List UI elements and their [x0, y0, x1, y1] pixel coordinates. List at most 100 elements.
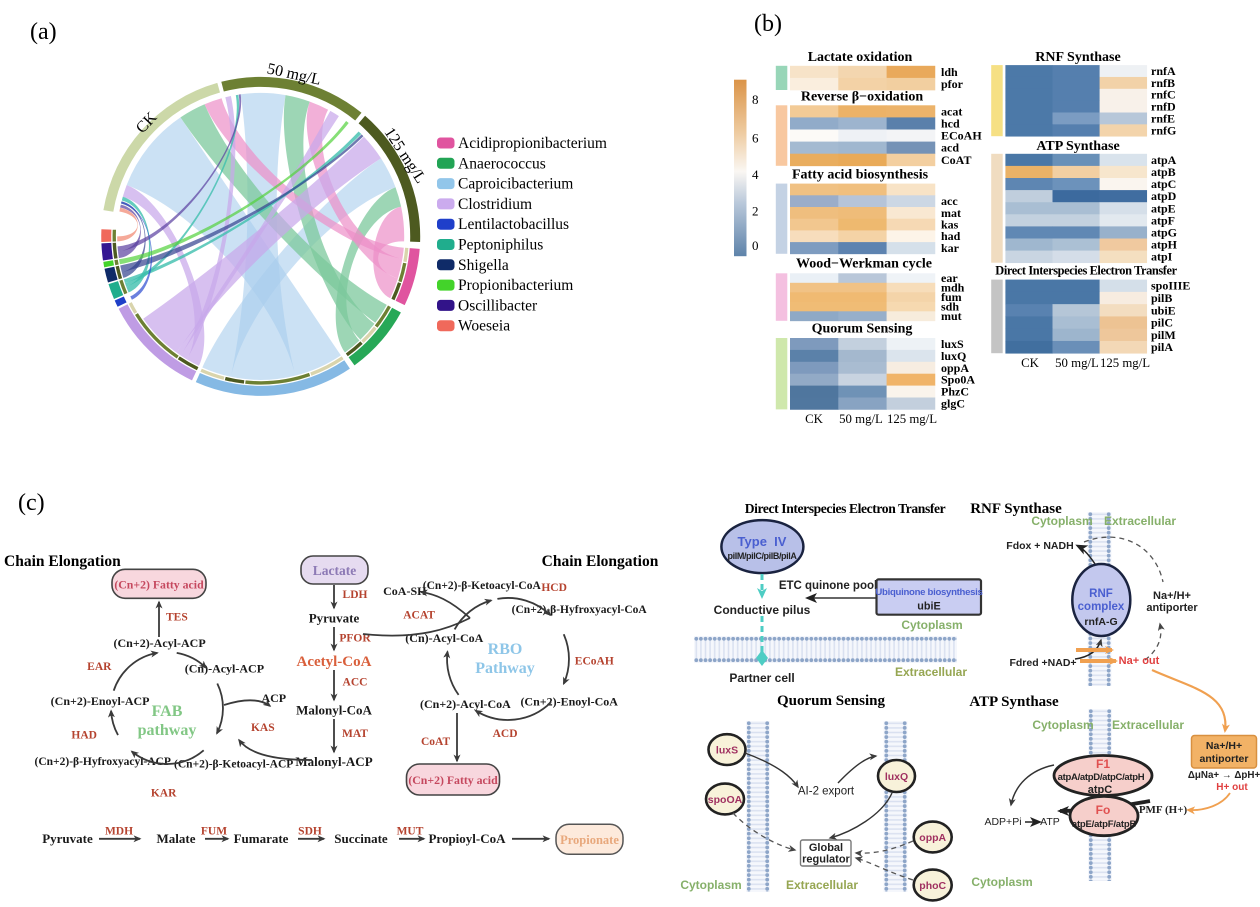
svg-text:CK: CK	[133, 109, 161, 137]
svg-text:Wood−Werkman cycle: Wood−Werkman cycle	[796, 256, 932, 271]
svg-text:EAR: EAR	[87, 661, 112, 673]
svg-text:Quorum Sensing: Quorum Sensing	[812, 322, 913, 337]
svg-text:Direct Interspecies Electron T: Direct Interspecies Electron Transfer	[745, 501, 946, 516]
svg-text:pilM: pilM	[1151, 328, 1176, 342]
svg-text:(Cn+2)-β-Ketoacyl-CoA: (Cn+2)-β-Ketoacyl-CoA	[423, 580, 542, 592]
svg-text:(Cn+2)-Acyl-ACP: (Cn+2)-Acyl-ACP	[114, 636, 206, 650]
svg-text:pfor: pfor	[941, 77, 964, 91]
svg-text:Peptoniphilus: Peptoniphilus	[458, 237, 543, 254]
svg-text:mut: mut	[941, 309, 962, 323]
svg-text:KAS: KAS	[251, 722, 275, 734]
svg-text:Global: Global	[809, 842, 843, 854]
svg-text:2: 2	[752, 204, 759, 219]
svg-text:Na+ out: Na+ out	[1119, 655, 1160, 667]
svg-text:phoC: phoC	[919, 880, 946, 892]
svg-text:Conductive pilus: Conductive pilus	[714, 603, 811, 617]
svg-text:8: 8	[752, 92, 759, 107]
svg-text:Pyruvate: Pyruvate	[42, 831, 93, 846]
svg-text:ear: ear	[941, 271, 958, 285]
svg-text:ΔμNa+ → ΔpH+: ΔμNa+ → ΔpH+	[1188, 770, 1260, 781]
svg-text:(Cn+2) Fatty acid: (Cn+2) Fatty acid	[114, 578, 204, 592]
svg-text:ACAT: ACAT	[403, 610, 435, 622]
svg-text:rnfC: rnfC	[1151, 88, 1176, 102]
svg-text:luxQ: luxQ	[941, 349, 966, 363]
svg-text:RNF Synthase: RNF Synthase	[1035, 50, 1120, 65]
svg-text:glgC: glgC	[941, 396, 965, 410]
svg-text:atpC: atpC	[1088, 784, 1113, 796]
svg-text:125 mg/L: 125 mg/L	[1100, 356, 1150, 370]
svg-text:kar: kar	[941, 241, 960, 255]
svg-text:mat: mat	[941, 206, 961, 220]
svg-text:Pathway: Pathway	[475, 660, 535, 677]
svg-text:pilC: pilC	[1151, 316, 1173, 330]
svg-text:(b): (b)	[754, 11, 782, 37]
svg-text:acat: acat	[941, 104, 962, 118]
svg-text:pilB: pilB	[1151, 291, 1172, 305]
svg-text:PhzC: PhzC	[941, 385, 969, 399]
svg-text:luxS: luxS	[716, 745, 738, 757]
svg-text:(Cn+2)-β-Hyfroxyacyl-ACP: (Cn+2)-β-Hyfroxyacyl-ACP	[35, 756, 171, 768]
svg-text:rnfD: rnfD	[1151, 100, 1176, 114]
svg-text:atpD: atpD	[1151, 189, 1177, 203]
svg-text:ACC: ACC	[343, 677, 368, 689]
svg-text:luxQ: luxQ	[885, 771, 908, 783]
svg-text:CK: CK	[805, 412, 824, 426]
svg-text:50 mg/L: 50 mg/L	[839, 412, 883, 426]
svg-text:ATP Synthase: ATP Synthase	[1036, 139, 1119, 154]
svg-text:Clostridium: Clostridium	[458, 196, 532, 213]
svg-text:atpB: atpB	[1151, 165, 1176, 179]
svg-text:Ubiquinone biosynthesis: Ubiquinone biosynthesis	[875, 587, 982, 598]
svg-text:ubiE: ubiE	[917, 601, 940, 613]
svg-text:(c): (c)	[18, 490, 45, 516]
svg-text:Malate: Malate	[157, 831, 196, 846]
svg-text:4: 4	[752, 167, 759, 182]
svg-text:MAT: MAT	[342, 728, 368, 740]
svg-text:rnfA: rnfA	[1151, 64, 1176, 78]
svg-text:Propionate: Propionate	[560, 833, 619, 847]
svg-text:atpH: atpH	[1151, 238, 1178, 252]
svg-text:ubiE: ubiE	[1151, 303, 1176, 317]
svg-text:pilA: pilA	[1151, 340, 1173, 354]
svg-text:Extracellular: Extracellular	[786, 878, 858, 892]
svg-text:Quorum Sensing: Quorum Sensing	[777, 693, 885, 709]
svg-text:mdh: mdh	[941, 281, 965, 295]
svg-text:kas: kas	[941, 218, 959, 232]
svg-text:Propionibacterium: Propionibacterium	[458, 277, 573, 294]
svg-text:acc: acc	[941, 194, 958, 208]
svg-text:Chain Elongation: Chain Elongation	[542, 553, 659, 570]
svg-text:AI-2 export: AI-2 export	[798, 786, 855, 798]
svg-text:Cytoplasm: Cytoplasm	[1031, 514, 1092, 528]
svg-text:antiporter: antiporter	[1199, 753, 1248, 765]
svg-text:Extracellular: Extracellular	[895, 665, 967, 679]
svg-text:FAB: FAB	[152, 703, 183, 720]
svg-text:PFOR: PFOR	[339, 633, 371, 645]
svg-text:(Cn+2)-β-Ketoacyl-ACP: (Cn+2)-β-Ketoacyl-ACP	[174, 759, 293, 771]
svg-text:RNF: RNF	[1089, 588, 1113, 600]
svg-text:atpG: atpG	[1151, 226, 1177, 240]
svg-text:LDH: LDH	[343, 589, 368, 601]
svg-text:atpI: atpI	[1151, 250, 1173, 264]
svg-text:Reverse β−oxidation: Reverse β−oxidation	[801, 90, 923, 105]
svg-text:(a): (a)	[30, 19, 57, 45]
svg-text:0: 0	[752, 238, 759, 253]
svg-text:Fo: Fo	[1096, 803, 1111, 817]
svg-text:Pyruvate: Pyruvate	[309, 611, 360, 626]
svg-text:(Cn+2)-Enoyl-CoA: (Cn+2)-Enoyl-CoA	[520, 695, 618, 709]
svg-text:PMF (H+): PMF (H+)	[1139, 804, 1188, 816]
svg-text:oppA: oppA	[919, 832, 946, 844]
svg-text:FUM: FUM	[201, 826, 227, 838]
svg-text:(Cn+2)-Enoyl-ACP: (Cn+2)-Enoyl-ACP	[51, 694, 150, 708]
svg-text:Anaerococcus: Anaerococcus	[458, 155, 546, 172]
svg-text:atpA/atpD/atpC/atpH: atpA/atpD/atpC/atpH	[1058, 772, 1145, 783]
svg-text:Caproicibacterium: Caproicibacterium	[458, 176, 573, 193]
svg-text:had: had	[941, 229, 961, 243]
svg-text:complex: complex	[1078, 601, 1125, 613]
svg-text:KAR: KAR	[151, 788, 177, 800]
svg-text:Fdox + NADH: Fdox + NADH	[1006, 540, 1073, 552]
svg-text:6: 6	[752, 131, 759, 146]
svg-text:ECoAH: ECoAH	[941, 129, 982, 143]
svg-text:Succinate: Succinate	[334, 831, 388, 846]
svg-text:H+ out: H+ out	[1216, 782, 1248, 793]
svg-text:Cytoplasm: Cytoplasm	[971, 875, 1032, 889]
svg-text:Cytoplasm: Cytoplasm	[680, 878, 741, 892]
